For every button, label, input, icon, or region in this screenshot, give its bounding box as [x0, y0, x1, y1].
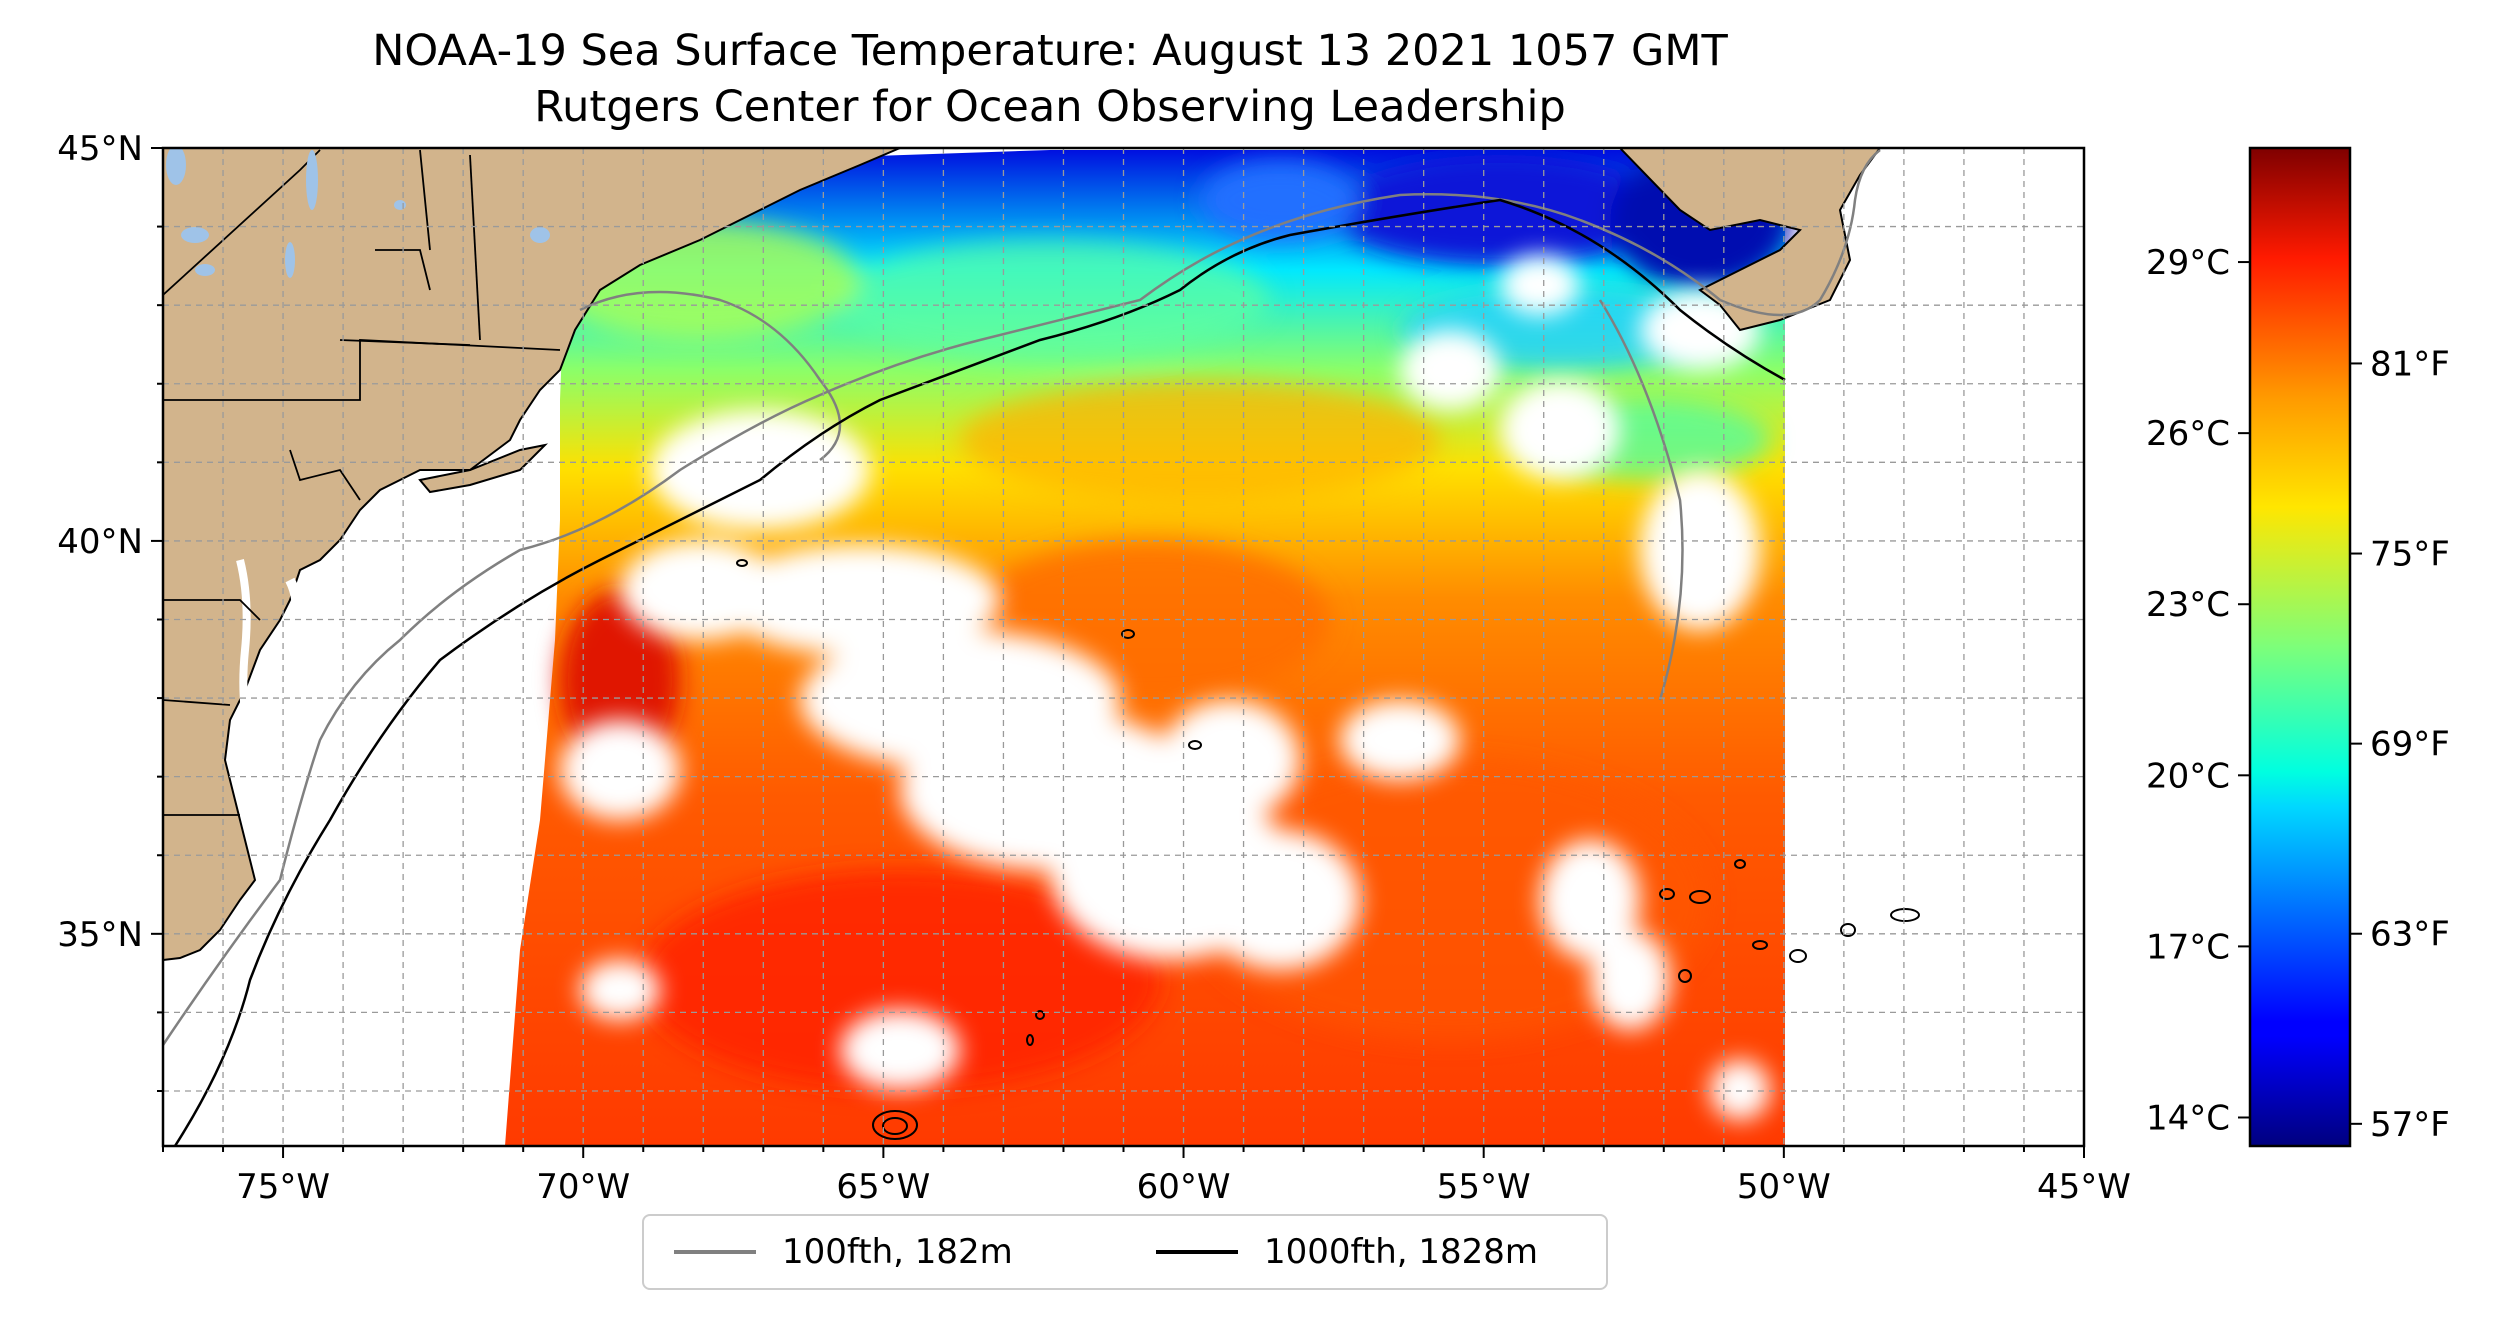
y-tick-label: 35°N [57, 915, 143, 955]
fahrenheit-tick-label: 69°F [2370, 725, 2450, 765]
x-tick-label: 50°W [1737, 1167, 1831, 1207]
fahrenheit-tick-label: 81°F [2370, 344, 2450, 384]
sst-swath [505, 150, 1790, 1146]
x-tick-label: 60°W [1137, 1167, 1231, 1207]
y-tick-label: 40°N [57, 522, 143, 562]
lakes [166, 148, 550, 278]
fahrenheit-tick-label: 75°F [2370, 535, 2450, 575]
x-tick-label: 55°W [1437, 1167, 1531, 1207]
colorbar-celsius-ticks: 29°C 26°C 23°C 20°C 17°C 14°C [2146, 243, 2250, 1138]
celsius-tick-label: 29°C [2146, 243, 2230, 283]
y-tick-label: 45°N [57, 129, 143, 169]
legend-label-1000fth: 1000fth, 1828m [1264, 1232, 1539, 1272]
x-tick-label: 45°W [2037, 1167, 2131, 1207]
chart-subtitle: Rutgers Center for Ocean Observing Leade… [534, 82, 1566, 132]
colorbar-gradient [2248, 146, 2352, 1148]
cloud-gaps [560, 255, 1770, 1120]
colorbar-fahrenheit-ticks: 81°F 75°F 69°F 63°F 57°F [2350, 344, 2450, 1145]
chart-title: NOAA-19 Sea Surface Temperature: August … [372, 26, 1728, 76]
legend-label-100fth: 100fth, 182m [782, 1232, 1013, 1272]
fahrenheit-tick-label: 57°F [2370, 1105, 2450, 1145]
bathymetry-contours [163, 149, 1920, 1146]
legend: 100fth, 182m 1000fth, 1828m [642, 1214, 1608, 1290]
celsius-tick-label: 20°C [2146, 756, 2230, 796]
contour-100fth [163, 149, 1881, 1046]
celsius-tick-label: 26°C [2146, 414, 2230, 454]
x-tick-label: 70°W [536, 1167, 630, 1207]
celsius-tick-label: 17°C [2146, 927, 2230, 967]
legend-swatch-1000fth [1156, 1250, 1238, 1254]
seamounts [736, 559, 1920, 1140]
x-tick-label: 65°W [836, 1167, 930, 1207]
celsius-tick-label: 23°C [2146, 585, 2230, 625]
colorbar: 29°C 26°C 23°C 20°C 17°C 14°C 81°F 75°F 69°F 63°… [2146, 146, 2450, 1148]
longitude-axis: 75°W 70°W 65°W 60°W 55°W 50°W 45°W [162, 1146, 2131, 1207]
fahrenheit-tick-label: 63°F [2370, 915, 2450, 955]
celsius-tick-label: 14°C [2146, 1098, 2230, 1138]
contour-1000fth [173, 198, 1786, 1146]
graticule-grid [163, 148, 2084, 1146]
latitude-axis: 45°N 40°N 35°N [57, 129, 163, 1092]
land [163, 148, 1882, 962]
map-plot-area [163, 148, 2084, 1146]
legend-item-100fth: 100fth, 182m [674, 1216, 1013, 1288]
legend-item-1000fth: 1000fth, 1828m [1156, 1216, 1538, 1288]
legend-swatch-100fth [674, 1250, 756, 1254]
x-tick-label: 75°W [236, 1167, 330, 1207]
